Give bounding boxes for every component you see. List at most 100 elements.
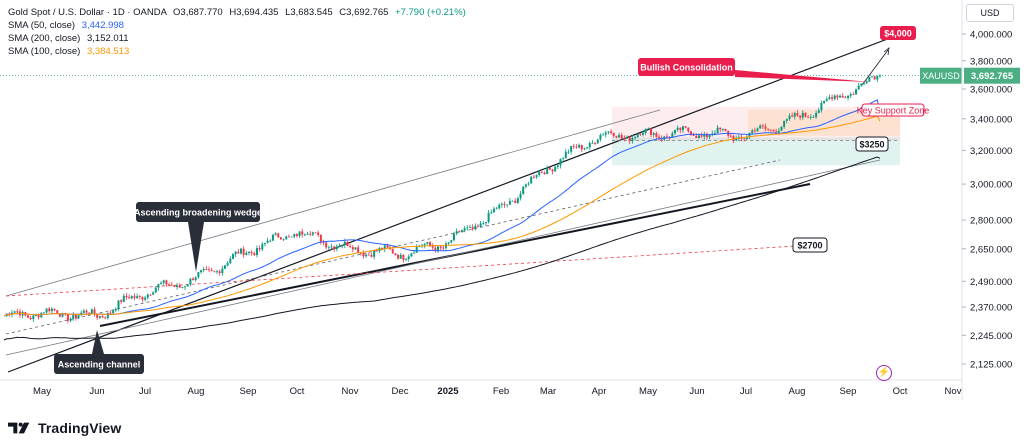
- candle-body: [85, 310, 88, 313]
- candle-body: [354, 247, 357, 250]
- candle-body: [634, 137, 637, 139]
- candle-body: [530, 176, 533, 184]
- sma200-label[interactable]: SMA (200, close): [8, 33, 81, 44]
- candle-body: [468, 226, 471, 228]
- candle-body: [407, 256, 410, 259]
- candle-body: [823, 100, 826, 104]
- candle-body: [8, 313, 11, 315]
- candle-body: [165, 280, 168, 285]
- candle-body: [865, 81, 868, 84]
- candle-body: [556, 165, 559, 167]
- candle-body: [346, 241, 349, 247]
- candle-body: [109, 312, 112, 314]
- candle-body: [655, 133, 658, 137]
- candle-body: [665, 136, 668, 138]
- candle-body: [815, 112, 818, 117]
- candle-body: [618, 134, 621, 138]
- candle-body: [181, 286, 184, 288]
- candle-body: [495, 208, 498, 210]
- candle-body: [791, 115, 794, 117]
- candle-body: [101, 316, 104, 318]
- candle-body: [591, 143, 594, 144]
- candle-body: [160, 282, 163, 284]
- candle-body: [764, 126, 767, 129]
- candle-body: [13, 311, 16, 313]
- candle-body: [261, 244, 264, 250]
- candle-body: [514, 200, 517, 203]
- candle-body: [780, 126, 783, 131]
- candle-body: [692, 134, 695, 136]
- candle-body: [349, 246, 352, 248]
- ohlc-change: +7.790 (+0.21%): [395, 7, 466, 18]
- level-2700-label: $2700: [797, 241, 822, 251]
- level-2700-label-bg: [792, 237, 828, 253]
- y-tick-label: 3,200.000: [970, 146, 1012, 157]
- candle-body: [56, 310, 59, 314]
- sma100-label[interactable]: SMA (100, close): [8, 46, 81, 57]
- candle-body: [847, 95, 850, 98]
- sma200-value: 3,152.011: [86, 33, 129, 44]
- candle-body: [237, 251, 240, 254]
- sma50-label[interactable]: SMA (50, close): [8, 20, 76, 31]
- y-tick-label: 2,490.000: [970, 277, 1012, 288]
- candle-body: [849, 94, 852, 96]
- candle-body: [93, 309, 96, 315]
- candle-body: [415, 246, 418, 253]
- candle-body: [234, 251, 237, 255]
- candle-body: [793, 113, 796, 117]
- currency-button[interactable]: USD: [966, 4, 1014, 22]
- candle-body: [413, 252, 416, 254]
- sma200-line: [3, 156, 881, 341]
- candle-body: [82, 310, 85, 313]
- level-3250-label-bg: [855, 136, 889, 152]
- candle-body: [439, 246, 442, 248]
- candle-body: [759, 125, 762, 129]
- candle-body: [580, 144, 583, 150]
- candle-body: [841, 95, 844, 98]
- candle-body: [317, 232, 320, 235]
- lightning-icon[interactable]: ⚡: [876, 365, 892, 381]
- candle-body: [367, 254, 370, 256]
- candle-body: [799, 115, 802, 118]
- candle-body: [343, 241, 346, 246]
- symbol-title[interactable]: Gold Spot / U.S. Dollar · 1D · OANDA: [8, 7, 167, 18]
- candle-body: [873, 76, 876, 80]
- candle-body: [820, 103, 823, 111]
- candle-body: [753, 130, 756, 132]
- candle-body: [373, 250, 376, 257]
- candle-body: [154, 287, 157, 293]
- candle-body: [508, 201, 511, 205]
- x-tick-label: Jul: [740, 386, 752, 397]
- y-tick-label: 3,400.000: [970, 114, 1012, 125]
- candle-body: [681, 126, 684, 131]
- candle-body: [58, 313, 61, 317]
- candle-body: [679, 127, 682, 131]
- channel-mid-line: [5, 159, 781, 335]
- x-tick-label: Mar: [540, 386, 556, 397]
- candle-body: [623, 138, 626, 140]
- x-tick-label: Oct: [290, 386, 305, 397]
- candle-body: [732, 135, 735, 141]
- candle-body: [447, 242, 450, 244]
- x-tick-label: Jul: [139, 386, 151, 397]
- candle-body: [90, 309, 93, 314]
- channel-label-pointer: [92, 330, 104, 354]
- candle-body: [647, 128, 650, 130]
- bullish-consolidation-label: Bullish Consolidation: [640, 63, 733, 73]
- candle-body: [527, 183, 530, 185]
- candle-body: [98, 316, 101, 318]
- channel-upper-line: [5, 109, 661, 297]
- candle-body: [16, 311, 19, 313]
- wedge-label-pointer: [188, 222, 204, 272]
- candle-body: [708, 135, 711, 138]
- candle-body: [333, 246, 336, 250]
- candle-body: [61, 313, 64, 317]
- candle-body: [423, 244, 426, 246]
- wedge-label: Ascending broadening wedge: [134, 208, 262, 218]
- candle-body: [205, 268, 208, 270]
- candle-body: [229, 258, 232, 264]
- candle-body: [250, 252, 253, 254]
- candle-body: [37, 315, 40, 318]
- candle-body: [287, 236, 290, 238]
